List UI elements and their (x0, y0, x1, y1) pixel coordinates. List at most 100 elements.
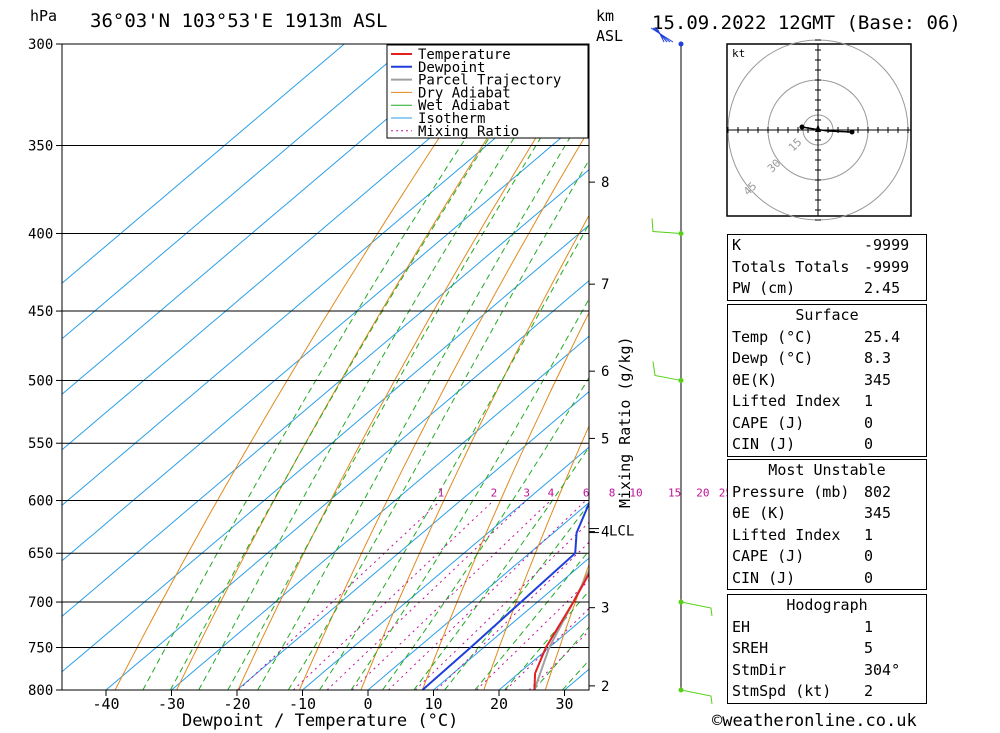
datetime-title: 15.09.2022 12GMT (Base: 06) (652, 12, 961, 34)
mu-row: θE (K) 345 (728, 503, 926, 525)
pressure-tick-label: 550 (28, 436, 53, 452)
hodograph-unit: kt (732, 47, 745, 60)
row-label: Pressure (mb) (732, 482, 850, 501)
wind-barb (680, 689, 713, 705)
row-value: 2 (864, 682, 874, 700)
temperature-axis: -40 -30 -20 -10 0 10 20 30 (92, 690, 574, 713)
isotherm-line (433, 557, 589, 690)
height-tick-label: 6 (601, 364, 609, 380)
isotherm-line (62, 44, 345, 284)
row-label: θE(K) (732, 370, 778, 389)
temperature-tick-label: 20 (490, 695, 508, 713)
row-value: 802 (864, 482, 892, 501)
hodo-row: StmDir 304° (728, 660, 926, 682)
mu-row: CIN (J) 0 (728, 568, 926, 590)
wet-adiabat-line (257, 105, 589, 690)
height-tick-label: 4 (601, 525, 609, 541)
index-label: PW (cm) (732, 279, 796, 297)
dry-adiabat-line (975, 44, 1000, 690)
wind-barb (680, 601, 713, 617)
isotherm-line (62, 44, 476, 395)
x-axis-title: Dewpoint / Temperature (°C) (182, 711, 458, 731)
wind-profile (650, 27, 713, 705)
row-value: 25.4 (864, 327, 901, 346)
most-unstable-panel: Most Unstable Pressure (mb) 802 θE (K) 345… (727, 459, 927, 590)
pressure-tick-label: 750 (28, 640, 53, 656)
isotherm-line (62, 224, 589, 673)
row-value: 0 (864, 413, 874, 432)
mixing-ratio-label: 4 (548, 487, 555, 500)
storm-motion-icon (815, 124, 821, 132)
isotherm-line (62, 44, 542, 451)
row-value: 304° (864, 660, 901, 679)
index-row-pw: PW (cm) 2.45 (728, 278, 926, 300)
mixing-ratio-label: 3 (523, 487, 530, 500)
pressure-tick-label: 600 (28, 494, 53, 510)
mixing-ratio-labels: 1 2 3 4 6 8 10 15 20 25 (438, 487, 732, 500)
profile-lines (421, 501, 589, 690)
row-label: Lifted Index (732, 525, 841, 544)
index-row-totals: Totals Totals -9999 (728, 257, 926, 279)
mu-row: CAPE (J) 0 (728, 546, 926, 568)
wet-adiabat-line (413, 446, 589, 690)
pressure-tick-label: 700 (28, 595, 53, 611)
row-label: CIN (J) (732, 568, 796, 587)
pressure-tick-label: 400 (28, 226, 53, 242)
row-label: StmSpd (kt) (732, 682, 832, 700)
hodograph-point (849, 129, 855, 135)
row-value: 0 (864, 568, 874, 587)
temperature-tick-label: -20 (223, 695, 250, 713)
mixing-ratio-axis-title: Mixing Ratio (g/kg) (616, 336, 634, 508)
pressure-tick-label: 650 (28, 546, 53, 562)
surface-row: CAPE (J) 0 (728, 413, 926, 435)
lcl-label: LCL (609, 524, 634, 540)
mixing-ratio-line (351, 500, 551, 690)
wet-adiabat-line (227, 59, 589, 690)
wet-adiabat-line (474, 549, 589, 690)
mu-row: Lifted Index 1 (728, 525, 926, 547)
index-row-k: K -9999 (728, 235, 926, 257)
height-axis: 8 7 6 5 4 3 2 LCL (589, 175, 634, 695)
row-label: StmDir (732, 660, 787, 679)
row-value: 345 (864, 504, 892, 522)
surface-row: Lifted Index 1 (728, 391, 926, 413)
legend-label: Mixing Ratio (418, 124, 519, 140)
row-label: CIN (J) (732, 435, 796, 453)
mixing-ratio-line (292, 500, 494, 690)
surface-row: CIN (J) 0 (728, 434, 926, 456)
row-value: 1 (864, 617, 874, 636)
row-label: θE (K) (732, 504, 787, 522)
location-title: 36°03'N 103°53'E 1913m ASL (90, 10, 387, 32)
temperature-tick-label: 10 (424, 695, 442, 713)
row-label: Dewp (°C) (732, 349, 814, 367)
mixing-ratio-label: 6 (583, 487, 590, 500)
isotherm-line (62, 113, 589, 562)
dewpoint-series (421, 501, 589, 690)
hodo-row: SREH 5 (728, 638, 926, 660)
row-value: 8.3 (864, 349, 892, 367)
mixing-ratio-label: 15 (668, 487, 681, 500)
row-label: SREH (732, 639, 769, 657)
hpa-unit-label: hPa (30, 7, 57, 25)
surface-row: Temp (°C) 25.4 (728, 327, 926, 349)
height-tick-label: 8 (601, 175, 609, 191)
index-label: Totals Totals (732, 257, 850, 276)
height-tick-label: 3 (601, 601, 609, 617)
legend-label: Isotherm (418, 111, 485, 127)
legend-label: Wet Adiabat (418, 98, 511, 114)
wind-dot (678, 41, 684, 47)
footer-text: weatheronline.co.uk (722, 711, 917, 731)
index-value: 2.45 (864, 279, 901, 297)
temperature-tick-label: -40 (92, 695, 119, 713)
wet-adiabat-line (350, 298, 589, 690)
wet-adiabat-line (382, 376, 589, 690)
surface-row: Dewp (°C) 8.3 (728, 348, 926, 370)
indices-panel: K -9999 Totals Totals -9999 PW (cm) 2.45 (727, 234, 927, 301)
wet-adiabat-line (198, 44, 575, 690)
footer-credit[interactable]: ©weatheronline.co.uk (712, 711, 917, 731)
legend-label: Temperature (418, 47, 511, 63)
row-label: EH (732, 617, 751, 636)
dry-adiabat-line (544, 563, 589, 690)
